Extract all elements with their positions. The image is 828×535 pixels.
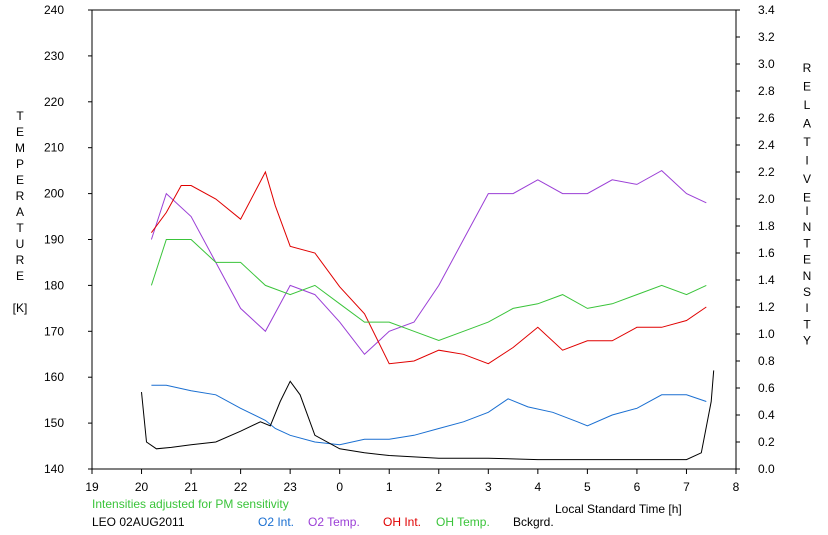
right-tick-label: 1.6	[758, 246, 775, 260]
x-tick-label: 7	[683, 480, 690, 494]
x-tick-label: 1	[386, 480, 393, 494]
axis-label-letter: T	[16, 221, 24, 235]
right-tick-label: 0.6	[758, 381, 775, 395]
axis-label-letter: E	[803, 253, 811, 267]
x-tick-label: 19	[85, 480, 99, 494]
legend-oh-int: OH Int.	[383, 515, 421, 529]
axis-label-letter: E	[16, 173, 24, 187]
right-tick-label: 2.8	[758, 84, 775, 98]
legend-bckgrd: Bckgrd.	[513, 515, 554, 529]
axis-label-letter: S	[803, 285, 811, 299]
left-tick-label: 170	[44, 324, 64, 338]
station-label: LEO 02AUG2011	[92, 515, 185, 529]
axis-label-letter: N	[803, 269, 812, 283]
series-layer	[141, 169, 715, 461]
legend-o2-int: O2 Int.	[258, 515, 294, 529]
x-tick-label: 2	[435, 480, 442, 494]
right-tick-label: 0.0	[758, 462, 775, 476]
series-line-o2-temp	[150, 169, 707, 356]
right-tick-label: 3.0	[758, 57, 775, 71]
right-tick-label: 1.0	[758, 327, 775, 341]
axis-label-letter: R	[16, 253, 25, 267]
series-line-bckgrd	[141, 370, 715, 461]
axis-label-letter: T	[803, 317, 811, 331]
left-tick-label: 210	[44, 141, 64, 155]
note-text: Intensities adjusted for PM sensitivity	[92, 497, 289, 511]
axis-label-letter: T	[803, 135, 811, 149]
axis-label-letter: T	[803, 236, 811, 250]
axis-label-letter: I	[805, 301, 808, 315]
series-line-oh-temp	[150, 239, 707, 342]
left-tick-label: 140	[44, 462, 64, 476]
right-tick-label: 0.4	[758, 408, 775, 422]
left-axis-unit: [K]	[13, 301, 28, 315]
right-tick-label: 1.8	[758, 219, 775, 233]
axis-label-letter: R	[16, 189, 25, 203]
axis-label-letter: A	[803, 117, 811, 131]
axis-label-letter: E	[16, 125, 24, 139]
right-tick-label: 1.4	[758, 273, 775, 287]
axis-label-letter: E	[803, 191, 811, 205]
legend-oh-temp: OH Temp.	[436, 515, 490, 529]
left-axis: 140 150 160 170 180 190 200 210 220 230 240	[44, 3, 92, 476]
axis-label-letter: E	[803, 80, 811, 94]
right-tick-label: 2.4	[758, 138, 775, 152]
x-axis-label: Local Standard Time [h]	[555, 502, 682, 516]
left-tick-label: 200	[44, 187, 64, 201]
axis-label-letter: U	[16, 237, 25, 251]
x-tick-label: 6	[634, 480, 641, 494]
left-tick-label: 160	[44, 370, 64, 384]
x-axis: 19 20 21 22 23 0 1 2 3 4 5 6 7 8	[85, 469, 740, 494]
left-tick-label: 230	[44, 49, 64, 63]
legend-o2-temp: O2 Temp.	[308, 515, 360, 529]
axis-label-letter: I	[805, 204, 808, 218]
x-tick-label: 3	[485, 480, 492, 494]
right-axis: 0.0 0.2 0.4 0.6 0.8 1.0 1.2 1.4 1.6 1.8 2.0 2.2 2.4 2…	[736, 3, 775, 476]
right-tick-label: 3.4	[758, 3, 775, 17]
axis-label-letter: V	[803, 172, 811, 186]
left-tick-label: 240	[44, 3, 64, 17]
axis-label-letter: E	[16, 269, 24, 283]
axis-label-letter: T	[16, 109, 24, 123]
right-tick-label: 0.2	[758, 435, 775, 449]
left-tick-label: 220	[44, 95, 64, 109]
x-tick-label: 8	[733, 480, 740, 494]
right-tick-label: 1.2	[758, 300, 775, 314]
series-line-oh-int	[150, 170, 707, 365]
x-tick-label: 21	[184, 480, 198, 494]
x-tick-label: 22	[234, 480, 248, 494]
x-tick-label: 23	[283, 480, 297, 494]
right-tick-label: 2.6	[758, 111, 775, 125]
x-tick-label: 4	[535, 480, 542, 494]
axis-label-letter: M	[15, 141, 25, 155]
x-tick-label: 0	[336, 480, 343, 494]
legend: O2 Int. O2 Temp. OH Int. OH Temp. Bckgrd…	[258, 515, 554, 529]
axis-label-letter: P	[16, 157, 24, 171]
right-tick-label: 3.2	[758, 30, 775, 44]
axis-label-letter: R	[803, 61, 812, 75]
x-tick-label: 5	[584, 480, 591, 494]
right-tick-label: 0.8	[758, 354, 775, 368]
axis-label-letter: Y	[803, 334, 811, 348]
axis-label-letter: L	[804, 98, 811, 112]
right-tick-label: 2.2	[758, 165, 775, 179]
x-tick-label: 20	[135, 480, 149, 494]
right-tick-label: 2.0	[758, 192, 775, 206]
left-tick-label: 180	[44, 278, 64, 292]
axis-label-letter: N	[803, 220, 812, 234]
axis-label-letter: A	[16, 205, 24, 219]
left-tick-label: 190	[44, 233, 64, 247]
left-tick-label: 150	[44, 416, 64, 430]
axis-label-letter: I	[805, 154, 808, 168]
series-line-o2-int	[151, 384, 707, 446]
